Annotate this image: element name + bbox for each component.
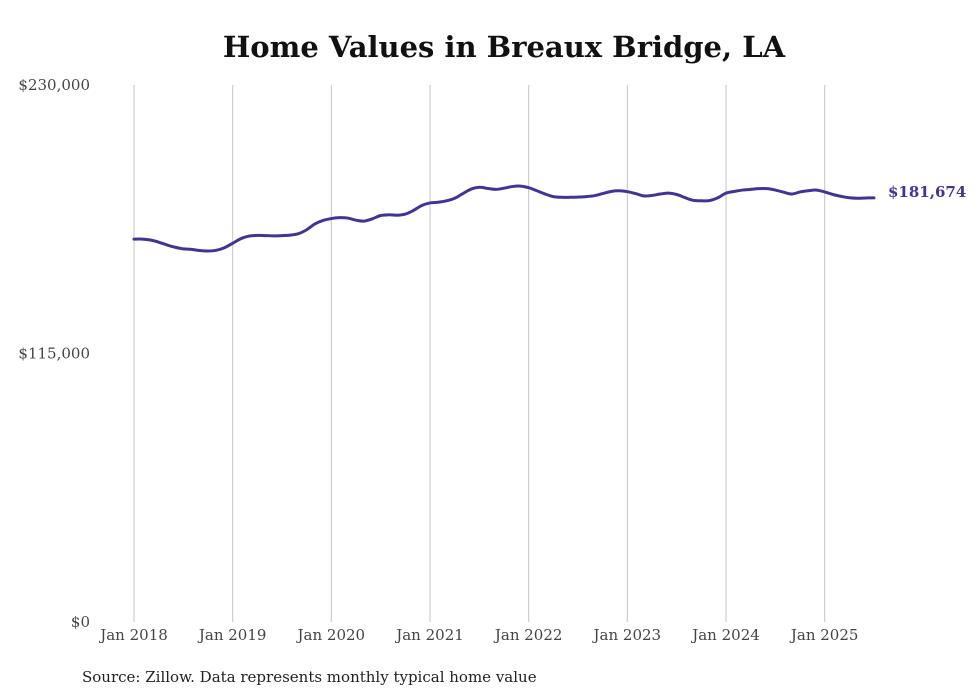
x-tick-label: Jan 2021 (394, 626, 464, 644)
x-tick-label: Jan 2020 (296, 626, 366, 644)
source-note: Source: Zillow. Data represents monthly … (82, 668, 537, 686)
x-tick-label: Jan 2025 (789, 626, 859, 644)
y-tick-label: $230,000 (18, 76, 90, 94)
grid-lines (133, 85, 826, 622)
x-tick-label: Jan 2024 (690, 626, 760, 644)
y-tick-label: $115,000 (18, 345, 90, 363)
x-axis-ticks: Jan 2018 Jan 2019 Jan 2020 Jan 2021 Jan 2022… (98, 626, 858, 644)
x-tick-label: Jan 2023 (592, 626, 662, 644)
y-axis-ticks: $0 $115,000 $230,000 (18, 76, 90, 631)
home-value-line (132, 184, 876, 253)
end-value-label: $181,674 (888, 183, 966, 201)
chart-title: Home Values in Breaux Bridge, LA (222, 30, 786, 64)
x-tick-label: Jan 2019 (197, 626, 267, 644)
y-tick-label: $0 (71, 613, 90, 631)
x-tick-label: Jan 2018 (98, 626, 168, 644)
x-tick-label: Jan 2022 (493, 626, 563, 644)
